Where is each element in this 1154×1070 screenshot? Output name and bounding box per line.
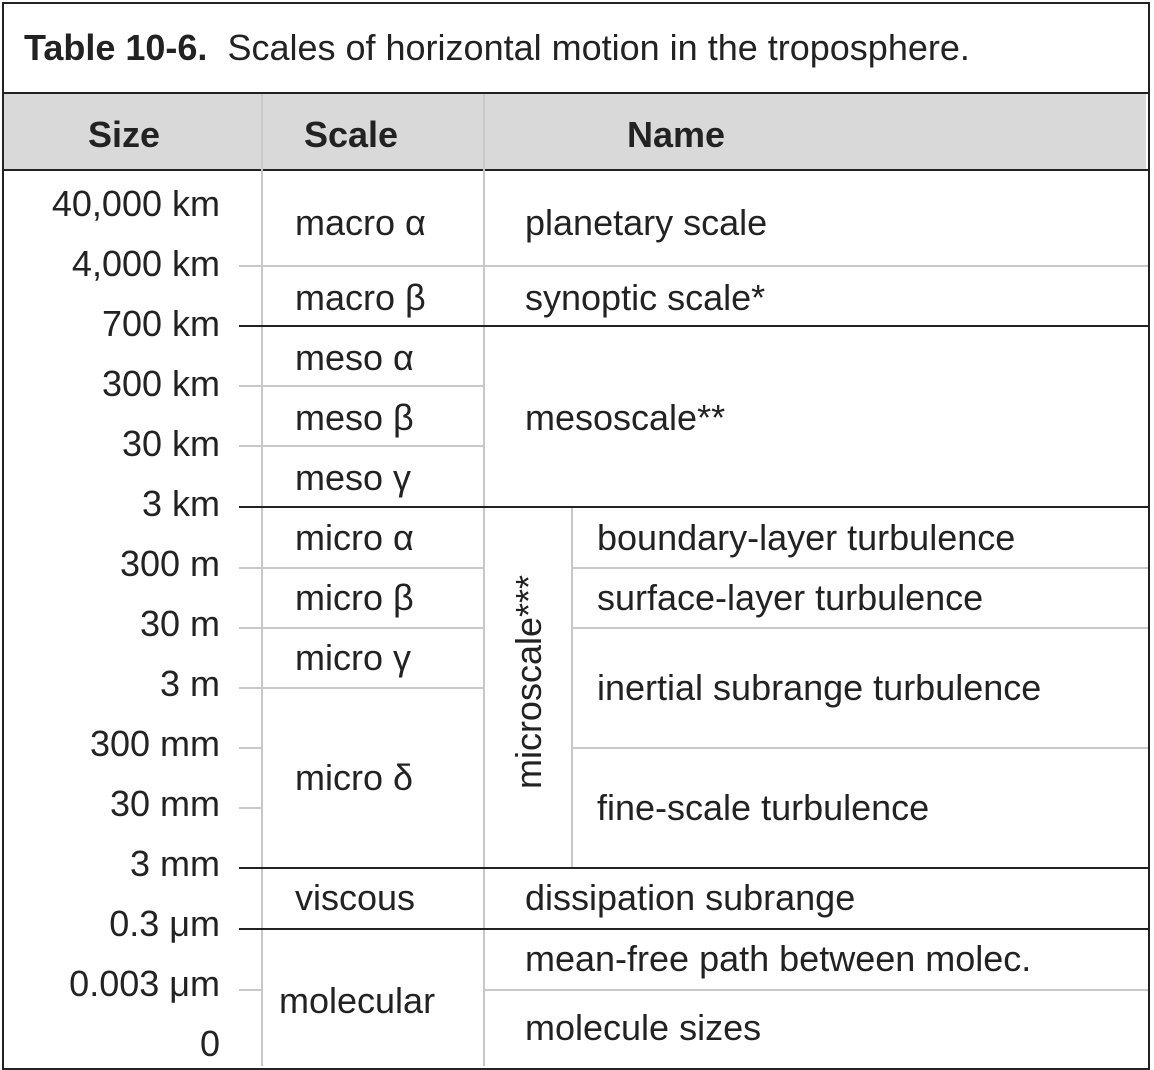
size-label: 3 m [159, 663, 220, 704]
name-synoptic: synoptic scale* [525, 277, 766, 318]
size-tick [239, 325, 261, 327]
row-rule [571, 567, 1148, 569]
row-rule [261, 687, 483, 689]
name-surface-layer: surface-layer turbulence [597, 577, 984, 618]
size-tick [239, 385, 261, 387]
header-row [4, 94, 1146, 169]
size-tick [239, 747, 261, 749]
size-label: 30 mm [109, 783, 220, 824]
size-label: 4,000 km [71, 243, 220, 284]
header-name: Name [627, 114, 726, 155]
row-rule [483, 989, 1148, 991]
size-label: 40,000 km [51, 183, 220, 224]
size-label: 30 km [121, 423, 220, 464]
name-microscale-vertical: microscale*** [508, 574, 549, 790]
scale-label: micro α [295, 517, 414, 558]
scale-label: molecular [279, 980, 436, 1021]
name-mesoscale: mesoscale** [525, 397, 726, 438]
size-label: 300 mm [89, 723, 220, 764]
row-rule [261, 567, 483, 569]
scale-label: meso β [295, 397, 414, 438]
size-label: 300 m [119, 543, 220, 584]
name-mean-free-path: mean-free path between molec. [525, 938, 1032, 979]
name-molecule-sizes: molecule sizes [525, 1007, 762, 1048]
header-top-rule [2, 92, 1148, 94]
row-rule [261, 385, 483, 387]
scale-label: meso γ [295, 457, 412, 498]
col-divider-scale [483, 94, 485, 1066]
row-rule [261, 867, 1148, 869]
name-inertial-subrange: inertial subrange turbulence [597, 667, 1042, 708]
size-tick [239, 265, 261, 267]
row-rule [261, 325, 1148, 327]
size-label: 3 mm [130, 843, 220, 884]
table-title: Table 10-6. Scales of horizontal motion … [24, 30, 970, 66]
scale-label: micro γ [295, 637, 411, 678]
row-rule [571, 627, 1148, 629]
size-tick [239, 989, 261, 991]
row-rule [261, 627, 483, 629]
col-divider-microscale [571, 507, 573, 868]
header-scale: Scale [304, 114, 399, 155]
row-rule [261, 928, 1148, 930]
scale-label: viscous [295, 877, 416, 918]
size-tick [239, 445, 261, 447]
name-fine-scale: fine-scale turbulence [597, 787, 930, 828]
size-label: 300 km [101, 363, 220, 404]
header-size: Size [88, 114, 161, 155]
table-caption: Scales of horizontal motion in the tropo… [227, 27, 970, 68]
scale-label: micro δ [295, 757, 414, 798]
size-label: 0.3 μm [109, 903, 220, 944]
size-tick [239, 567, 261, 569]
size-tick [239, 928, 261, 930]
name-planetary: planetary scale [525, 202, 768, 243]
scale-label: meso α [295, 337, 414, 378]
name-dissipation: dissipation subrange [525, 877, 856, 918]
row-rule [261, 506, 1148, 508]
row-rule [571, 747, 1148, 749]
scale-label: micro β [295, 577, 414, 618]
size-label: 3 km [141, 483, 220, 524]
size-tick [239, 807, 261, 809]
size-label: 700 km [101, 303, 220, 344]
col-divider-size [261, 94, 263, 1066]
size-tick [239, 627, 261, 629]
size-label: 30 m [139, 603, 220, 644]
header-bottom-rule [2, 169, 1148, 171]
name-boundary-layer: boundary-layer turbulence [597, 517, 1016, 558]
scale-label: macro α [295, 202, 426, 243]
size-label: 0 [199, 1023, 220, 1064]
row-rule [261, 445, 483, 447]
size-label: 0.003 μm [69, 963, 220, 1004]
size-tick [239, 867, 261, 869]
size-tick [239, 506, 261, 508]
scale-label: macro β [295, 277, 426, 318]
table-number: Table 10-6. [24, 27, 208, 68]
size-tick [239, 687, 261, 689]
row-rule [261, 265, 1148, 267]
